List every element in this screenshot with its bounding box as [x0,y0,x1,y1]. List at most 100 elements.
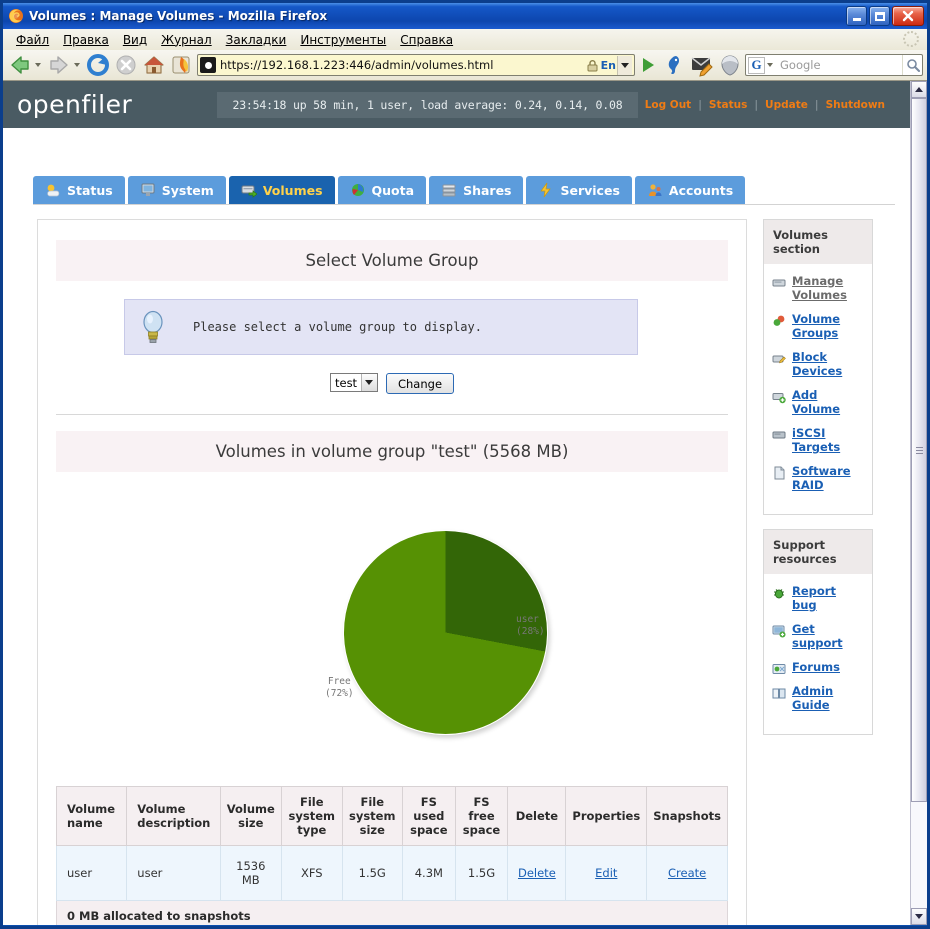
address-bar[interactable]: https://192.168.1.223:446/admin/volumes.… [197,54,635,76]
download-icon[interactable] [717,52,743,78]
close-button[interactable] [892,6,924,26]
pie-slices [343,530,548,735]
sidebar-item-block-devices[interactable]: Block Devices [772,350,864,388]
openfiler-page: openfiler 23:54:18 up 58 min, 1 user, lo… [3,81,910,925]
tab-label: System [161,182,214,198]
sidebar-item-admin-guide[interactable]: Admin Guide [772,684,864,722]
sidebar-item-forums[interactable]: Forums [772,660,864,684]
menu-file[interactable]: Файл [16,32,50,47]
target-disk-icon [772,428,786,442]
tab-system[interactable]: System [127,176,226,204]
page-scrollbar[interactable] [910,81,927,925]
search-icon[interactable] [902,55,922,75]
sidebar-link-label[interactable]: Report bug [792,584,836,612]
sidebar-item-manage-volumes[interactable]: Manage Volumes [772,274,864,312]
volume-group-select[interactable]: test [329,373,378,392]
create-link[interactable]: Create [667,866,707,880]
url-dropdown-button[interactable] [617,55,632,75]
volumes-group-heading: Volumes in volume group "test" (5568 MB) [56,431,728,472]
chevron-down-icon[interactable] [360,374,377,391]
tab-status[interactable]: Status [33,176,125,204]
divider: | [814,98,819,111]
header-link-update[interactable]: Update [765,98,808,111]
home-button[interactable] [141,52,167,78]
tab-accounts[interactable]: Accounts [634,176,746,204]
search-engine-dropdown-icon[interactable] [767,63,773,67]
scroll-up-button[interactable] [911,81,927,98]
sidebar-item-software-raid[interactable]: Software RAID [772,464,864,502]
bookmarks-icon[interactable] [169,52,195,78]
select-volume-group-heading: Select Volume Group [56,240,728,281]
sidebar-link-label[interactable]: Manage Volumes [792,274,847,302]
sidebar-item-iscsi-targets[interactable]: iSCSI Targets [772,426,864,464]
tab-shares[interactable]: Shares [429,176,524,204]
search-box[interactable]: G Google [745,54,923,76]
tab-volumes[interactable]: Volumes [228,176,335,204]
tab-quota[interactable]: Quota [337,176,427,204]
menu-history[interactable]: Журнал [161,32,212,47]
seahorse-extension-icon[interactable] [661,52,687,78]
window-title: Volumes : Manage Volumes - Mozilla Firef… [29,9,328,23]
minimize-button[interactable] [846,6,867,26]
people-icon [647,182,663,198]
panel-title: Support resources [764,530,872,574]
back-dropdown-icon[interactable] [35,63,41,67]
cell-snapshots[interactable]: Create [646,845,728,901]
mail-compose-icon[interactable] [689,52,715,78]
secure-lock-icon [585,58,600,73]
col-fs-type: File system type [281,786,343,846]
go-button[interactable] [637,54,659,76]
stop-button [113,52,139,78]
google-icon: G [748,56,765,74]
sidebar-item-get-support[interactable]: Get support [772,622,864,660]
menu-help[interactable]: Справка [400,32,454,47]
back-button[interactable] [7,52,33,78]
scrollbar-track[interactable] [911,98,927,908]
sidebar-link-label[interactable]: Forums [792,660,840,674]
firefox-logo-icon [8,8,24,24]
reload-button[interactable] [85,52,111,78]
sidebar-link-label[interactable]: Block Devices [792,350,843,378]
sidebar-link-label[interactable]: iSCSI Targets [792,426,841,454]
menu-view[interactable]: Вид [122,32,148,47]
menu-tools[interactable]: Инструменты [300,32,387,47]
col-volume-description: Volume description [126,786,221,846]
sidebar-item-add-volume[interactable]: Add Volume [772,388,864,426]
balloons-icon [772,314,786,328]
sidebar-link-label[interactable]: Add Volume [792,388,841,416]
volume-usage-pie-chart: user (28%) Free (72%) [56,490,728,780]
sidebar-link-label[interactable]: Get support [792,622,843,650]
snapshot-allocation-note: 0 MB allocated to snapshots [56,900,728,925]
pie-label-user-name: user [516,614,539,625]
cell-properties[interactable]: Edit [565,845,648,901]
cell-delete[interactable]: Delete [507,845,567,901]
menu-bookmarks[interactable]: Закладки [225,32,287,47]
notice-message: Please select a volume group to display. [193,320,482,334]
browser-chrome: Файл Правка Вид Журнал Закладки Инструме… [3,29,927,81]
sidebar-link-label[interactable]: Admin Guide [792,684,834,712]
sidebar-link-label[interactable]: Volume Groups [792,312,841,340]
change-button[interactable]: Change [385,373,455,394]
sidebar-item-report-bug[interactable]: Report bug [772,584,864,622]
maximize-button[interactable] [869,6,890,26]
scroll-down-button[interactable] [911,908,927,925]
url-text[interactable]: https://192.168.1.223:446/admin/volumes.… [220,58,494,72]
volume-group-select-value: test [334,375,358,390]
disk-pencil-icon [772,352,786,366]
header-link-status[interactable]: Status [708,98,748,111]
sidebar-item-volume-groups[interactable]: Volume Groups [772,312,864,350]
panel-volumes-section: Volumes section Manage Volumes [763,219,873,515]
edit-link[interactable]: Edit [595,866,618,880]
delete-link[interactable]: Delete [517,866,556,880]
panel-links: Report bug Get support [764,574,872,724]
uptime-status: 23:54:18 up 58 min, 1 user, load average… [217,91,638,118]
panel-links: Manage Volumes Volume Groups [764,264,872,504]
scrollbar-thumb[interactable] [911,98,927,802]
page-viewport: openfiler 23:54:18 up 58 min, 1 user, lo… [3,81,927,925]
tab-services[interactable]: Services [526,176,632,204]
menu-edit[interactable]: Правка [63,32,109,47]
search-input[interactable]: Google [780,58,821,72]
sidebar-link-label[interactable]: Software RAID [792,464,851,492]
header-link-logout[interactable]: Log Out [644,98,692,111]
header-link-shutdown[interactable]: Shutdown [825,98,885,111]
